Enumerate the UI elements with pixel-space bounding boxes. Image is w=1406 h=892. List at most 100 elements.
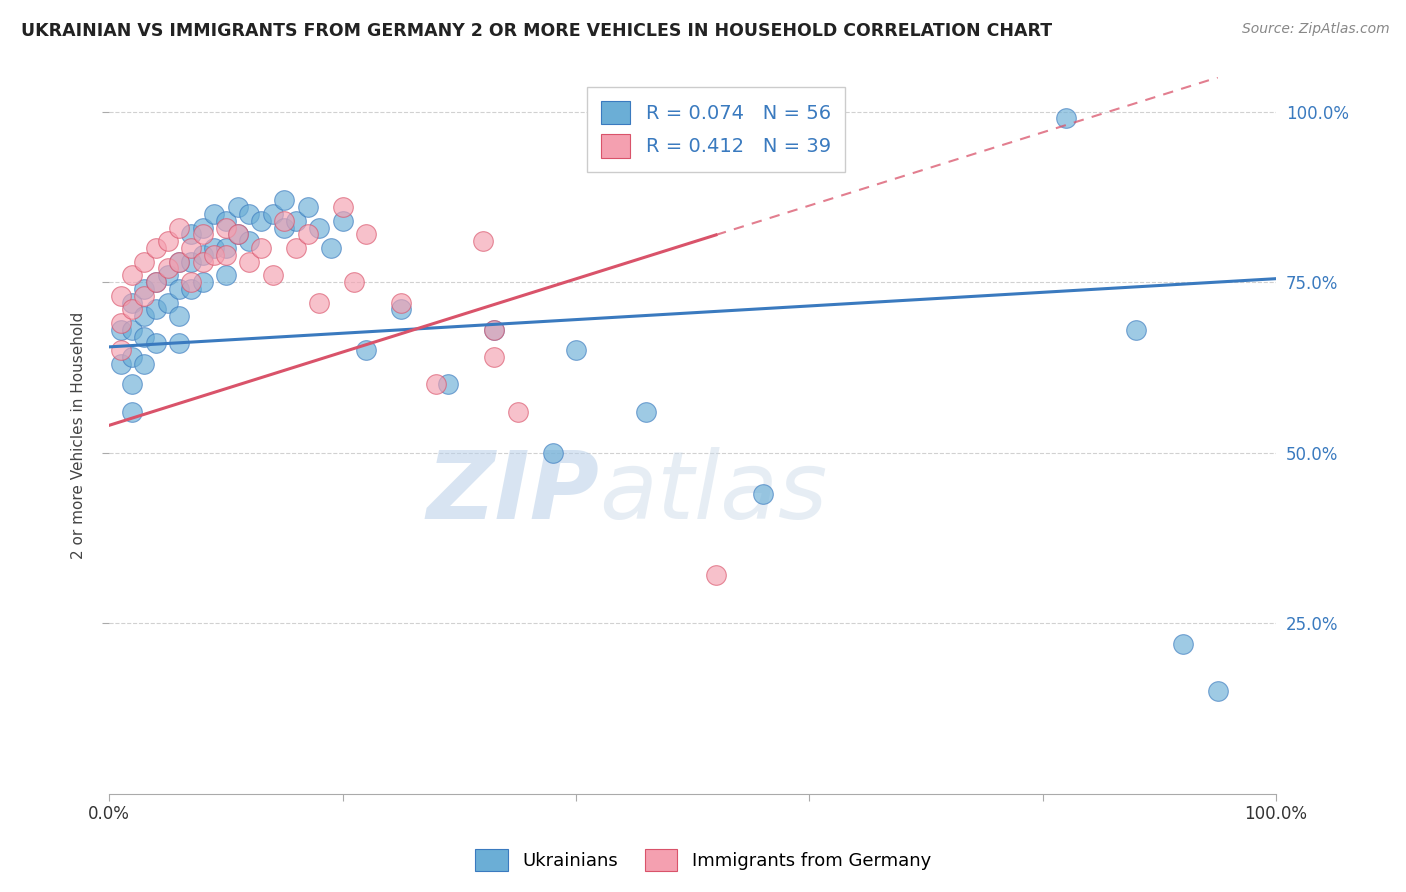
Point <box>389 302 412 317</box>
Point <box>436 377 458 392</box>
Point <box>215 268 238 283</box>
Legend: Ukrainians, Immigrants from Germany: Ukrainians, Immigrants from Germany <box>468 842 938 879</box>
Point <box>121 405 143 419</box>
Point <box>180 282 202 296</box>
Point <box>145 336 167 351</box>
Point <box>634 405 657 419</box>
Point <box>110 357 132 371</box>
Point <box>262 268 284 283</box>
Point <box>110 316 132 330</box>
Text: ZIP: ZIP <box>426 447 599 539</box>
Point <box>134 329 156 343</box>
Point <box>354 227 377 242</box>
Point <box>121 323 143 337</box>
Point <box>226 227 249 242</box>
Point <box>565 343 588 358</box>
Point <box>284 241 307 255</box>
Point <box>191 275 214 289</box>
Legend: R = 0.074   N = 56, R = 0.412   N = 39: R = 0.074 N = 56, R = 0.412 N = 39 <box>588 87 845 171</box>
Point <box>238 254 260 268</box>
Point <box>156 261 179 276</box>
Point <box>634 118 657 132</box>
Point <box>262 207 284 221</box>
Point <box>484 350 506 364</box>
Point <box>145 275 167 289</box>
Point <box>1125 323 1147 337</box>
Point <box>250 213 273 227</box>
Point <box>541 445 564 459</box>
Y-axis label: 2 or more Vehicles in Household: 2 or more Vehicles in Household <box>72 312 86 559</box>
Point <box>145 275 167 289</box>
Point <box>134 289 156 303</box>
Point <box>180 227 202 242</box>
Point <box>297 227 319 242</box>
Point <box>167 220 190 235</box>
Point <box>751 486 773 500</box>
Point <box>180 254 202 268</box>
Point <box>354 343 377 358</box>
Point <box>273 213 295 227</box>
Text: UKRAINIAN VS IMMIGRANTS FROM GERMANY 2 OR MORE VEHICLES IN HOUSEHOLD CORRELATION: UKRAINIAN VS IMMIGRANTS FROM GERMANY 2 O… <box>21 22 1052 40</box>
Point <box>238 234 260 248</box>
Point <box>191 254 214 268</box>
Point <box>191 248 214 262</box>
Point <box>215 248 238 262</box>
Point <box>156 268 179 283</box>
Point <box>319 241 342 255</box>
Point <box>145 241 167 255</box>
Point <box>484 323 506 337</box>
Point <box>167 309 190 323</box>
Point <box>250 241 273 255</box>
Point <box>134 254 156 268</box>
Point <box>121 295 143 310</box>
Point <box>389 295 412 310</box>
Point <box>156 295 179 310</box>
Point <box>156 234 179 248</box>
Point <box>167 254 190 268</box>
Point <box>273 220 295 235</box>
Point <box>202 248 225 262</box>
Point <box>167 282 190 296</box>
Point <box>134 282 156 296</box>
Point <box>471 234 494 248</box>
Point <box>308 295 330 310</box>
Point <box>167 254 190 268</box>
Point <box>484 323 506 337</box>
Point <box>202 241 225 255</box>
Point <box>110 343 132 358</box>
Point <box>215 241 238 255</box>
Point <box>1206 684 1229 698</box>
Point <box>145 302 167 317</box>
Point <box>273 193 295 207</box>
Point <box>215 220 238 235</box>
Text: atlas: atlas <box>599 448 828 539</box>
Point <box>704 568 727 582</box>
Point <box>134 357 156 371</box>
Point <box>284 213 307 227</box>
Point <box>191 220 214 235</box>
Point <box>226 227 249 242</box>
Point <box>167 336 190 351</box>
Point <box>110 289 132 303</box>
Point <box>425 377 447 392</box>
Point <box>180 275 202 289</box>
Point <box>506 405 529 419</box>
Point <box>238 207 260 221</box>
Text: Source: ZipAtlas.com: Source: ZipAtlas.com <box>1241 22 1389 37</box>
Point <box>134 309 156 323</box>
Point <box>202 207 225 221</box>
Point <box>332 213 354 227</box>
Point <box>121 350 143 364</box>
Point <box>297 200 319 214</box>
Point <box>180 241 202 255</box>
Point <box>121 302 143 317</box>
Point <box>215 213 238 227</box>
Point <box>343 275 366 289</box>
Point <box>308 220 330 235</box>
Point <box>110 323 132 337</box>
Point <box>226 200 249 214</box>
Point <box>121 268 143 283</box>
Point <box>1171 637 1194 651</box>
Point <box>121 377 143 392</box>
Point <box>332 200 354 214</box>
